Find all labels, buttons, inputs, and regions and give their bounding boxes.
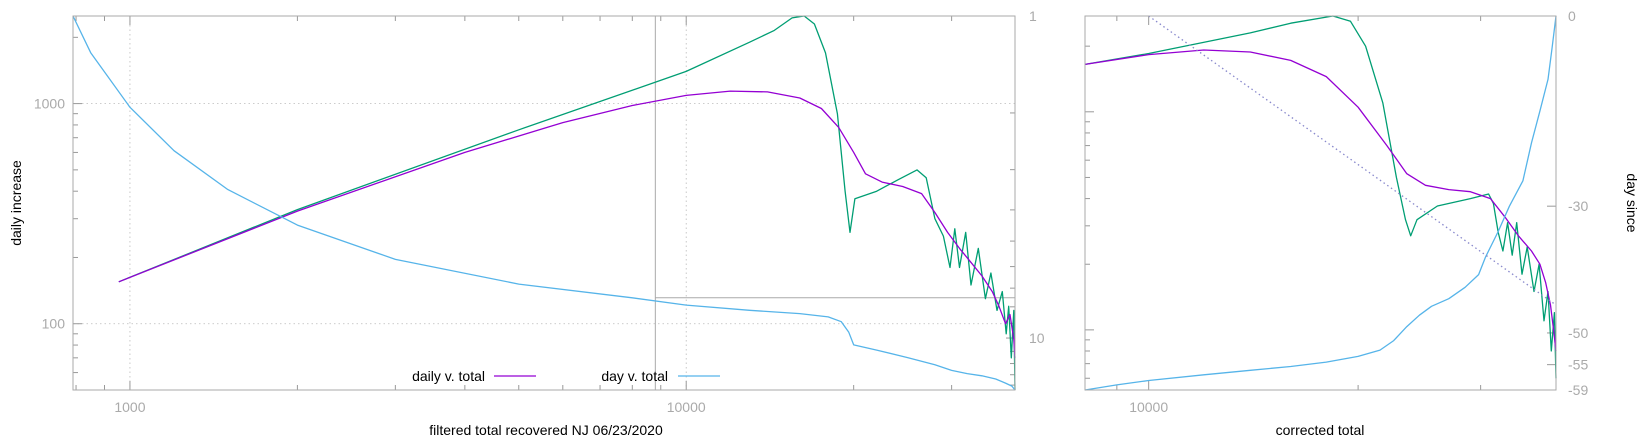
left-x-axis-title: filtered total recovered NJ 06/23/2020 [429, 422, 663, 438]
right-y2-tick-label: -59 [1568, 382, 1588, 398]
left-y-tick-label: 1000 [34, 96, 65, 112]
right-y2-axis-title: day since [1624, 173, 1640, 232]
left-grid [73, 16, 1015, 390]
left-legend: daily v. total day v. total [412, 368, 720, 384]
right-panel: 0 -30 -50 -55 -59 10000 corrected total day s… [1084, 8, 1640, 438]
left-y2-tick-label: 10 [1029, 330, 1045, 346]
left-x-tick-label: 1000 [114, 399, 145, 415]
right-series-trend [1148, 15, 1557, 306]
left-series-daily [118, 90, 1016, 358]
left-series-raw [118, 15, 1016, 391]
right-ticks: 0 -30 -50 -55 -59 10000 [1085, 8, 1588, 415]
right-x-tick-label: 10000 [1129, 399, 1168, 415]
left-series [72, 15, 1016, 391]
left-y2-tick-label: 1 [1029, 8, 1037, 24]
right-series-day [1084, 15, 1557, 391]
left-series-day [72, 15, 1016, 391]
left-panel: 1000 10000 100 1000 1 10 daily v. total day v… [8, 8, 1045, 438]
legend-label-daily: daily v. total [412, 368, 485, 384]
left-inset-box [654, 16, 1015, 390]
right-y2-tick-label: -50 [1568, 325, 1588, 341]
right-series [1084, 15, 1557, 391]
legend-label-day: day v. total [601, 368, 668, 384]
right-plot-frame [1084, 15, 1557, 391]
left-plot-frame [72, 15, 1016, 391]
left-ticks: 1000 10000 100 1000 1 10 [34, 8, 1045, 415]
right-y2-tick-label: -55 [1568, 357, 1588, 373]
right-y2-tick-label: 0 [1568, 8, 1576, 24]
left-y-axis-title: daily increase [8, 160, 24, 246]
left-y-tick-label: 100 [42, 316, 66, 332]
right-x-axis-title: corrected total [1276, 422, 1365, 438]
left-x-tick-label: 10000 [667, 399, 706, 415]
right-series-daily [1084, 49, 1557, 352]
right-y2-tick-label: -30 [1568, 198, 1588, 214]
